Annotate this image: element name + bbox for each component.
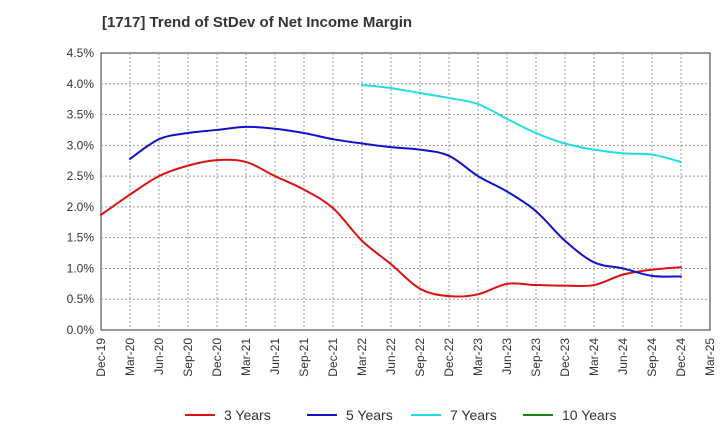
x-tick-label: Jun-20 bbox=[152, 338, 166, 375]
legend: 3 Years 5 Years 7 Years 10 Years bbox=[185, 407, 617, 423]
series-lines bbox=[100, 84, 682, 298]
x-tick-label: Jun-23 bbox=[500, 338, 514, 375]
y-tick-label: 4.5% bbox=[67, 46, 95, 60]
y-tick-label: 3.5% bbox=[67, 108, 95, 122]
y-axis-ticks: 0.0% 0.5% 1.0% 1.5% 2.0% 2.5% 3.0% 3.5% 4.0% 4.5% bbox=[67, 46, 95, 337]
x-tick-label: Sep-21 bbox=[297, 338, 311, 377]
legend-label: 10 Years bbox=[562, 407, 617, 423]
x-tick-label: Sep-24 bbox=[645, 338, 659, 377]
chart-title: [1717] Trend of StDev of Net Income Marg… bbox=[102, 14, 413, 31]
x-tick-label: Sep-20 bbox=[181, 338, 195, 377]
x-tick-label: Dec-21 bbox=[326, 338, 340, 377]
x-tick-label: Sep-23 bbox=[529, 338, 543, 377]
x-tick-label: Jun-21 bbox=[268, 338, 282, 375]
legend-label: 5 Years bbox=[346, 407, 393, 423]
x-tick-label: Dec-22 bbox=[442, 338, 456, 377]
x-tick-label: Sep-22 bbox=[413, 338, 427, 377]
grid-lines bbox=[101, 53, 710, 330]
y-tick-label: 2.5% bbox=[67, 169, 95, 183]
series-line-7-years bbox=[361, 84, 682, 163]
y-tick-label: 0.5% bbox=[67, 292, 95, 306]
x-tick-label: Dec-19 bbox=[94, 338, 108, 377]
x-axis-ticks: Dec-19 Mar-20 Jun-20 Sep-20 Dec-20 Mar-21 Jun-… bbox=[94, 338, 717, 377]
legend-label: 3 Years bbox=[224, 407, 271, 423]
series-line-5-years bbox=[129, 125, 682, 278]
x-tick-label: Jun-22 bbox=[384, 338, 398, 375]
y-tick-label: 1.0% bbox=[67, 261, 95, 275]
y-tick-label: 1.5% bbox=[67, 231, 95, 245]
legend-label: 7 Years bbox=[450, 407, 497, 423]
x-tick-label: Jun-24 bbox=[616, 338, 630, 375]
y-tick-label: 2.0% bbox=[67, 200, 95, 214]
y-tick-label: 3.0% bbox=[67, 138, 95, 152]
x-tick-label: Mar-25 bbox=[703, 338, 717, 376]
y-tick-label: 0.0% bbox=[67, 323, 95, 337]
plot-area bbox=[100, 52, 711, 331]
series-line-3-years bbox=[100, 158, 682, 298]
x-tick-label: Mar-24 bbox=[587, 338, 601, 376]
y-tick-label: 4.0% bbox=[67, 77, 95, 91]
x-tick-label: Dec-20 bbox=[210, 338, 224, 377]
x-tick-label: Mar-20 bbox=[123, 338, 137, 376]
x-tick-label: Mar-22 bbox=[355, 338, 369, 376]
x-tick-label: Mar-23 bbox=[471, 338, 485, 376]
x-tick-label: Dec-23 bbox=[558, 338, 572, 377]
x-tick-label: Mar-21 bbox=[239, 338, 253, 376]
x-tick-label: Dec-24 bbox=[674, 338, 688, 377]
